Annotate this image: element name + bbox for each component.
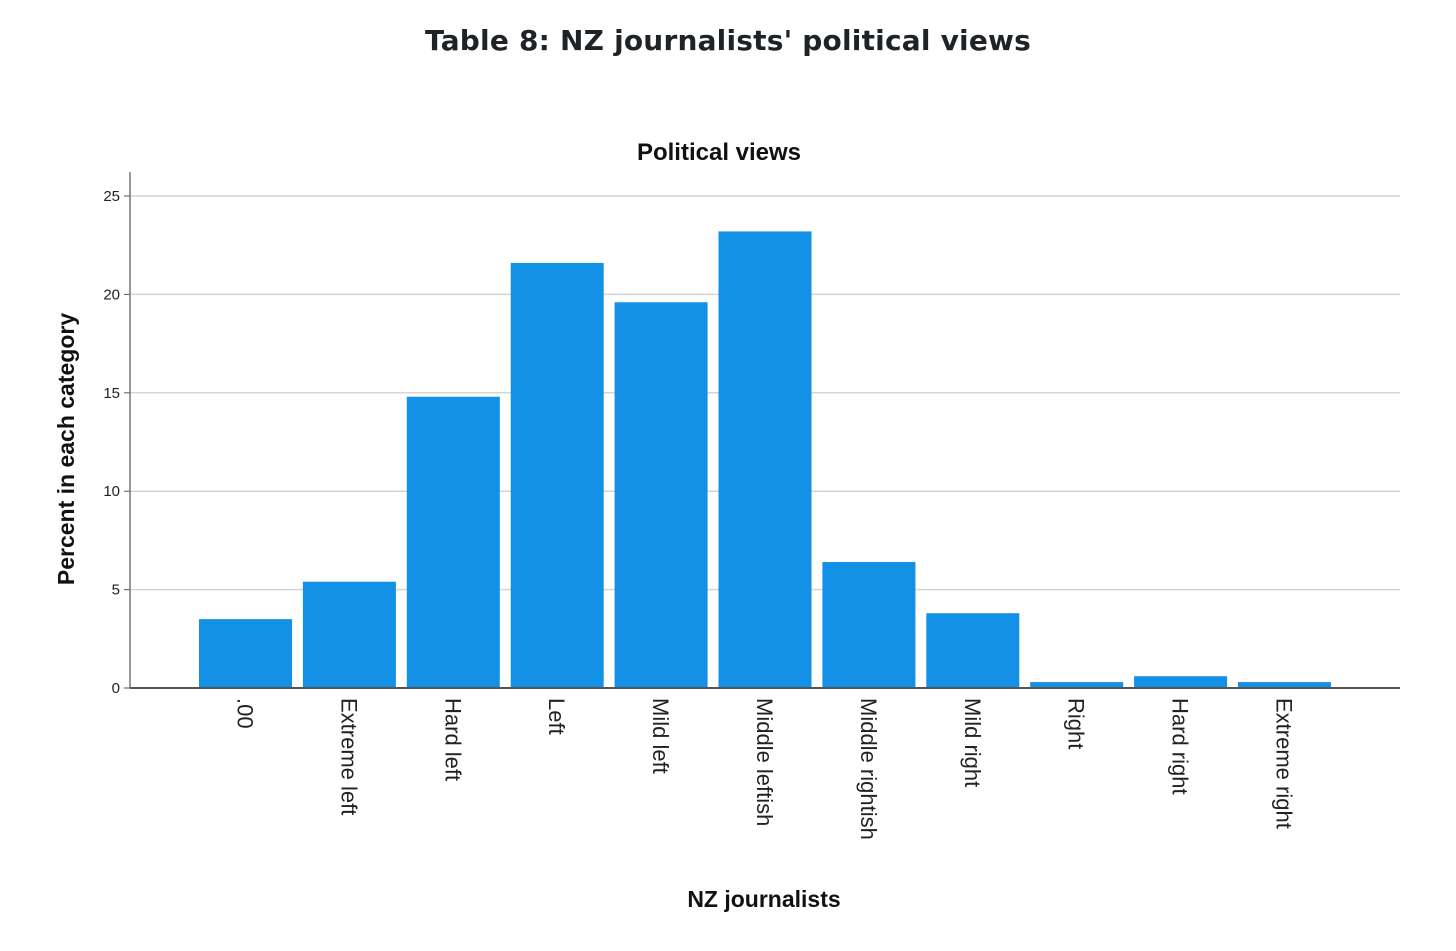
x-tick-label: Extreme right bbox=[1272, 698, 1297, 829]
x-tick-label: Hard right bbox=[1168, 698, 1193, 795]
y-tick-label: 10 bbox=[103, 483, 120, 500]
bar bbox=[199, 619, 292, 688]
x-tick-label: Left bbox=[544, 698, 569, 735]
y-tick-label: 25 bbox=[103, 188, 120, 205]
x-tick-label: Middle rightish bbox=[856, 698, 881, 840]
x-tick-label: Mild left bbox=[648, 698, 673, 774]
bar bbox=[1030, 682, 1124, 688]
y-axis-ticks: 0 5 10 15 20 25 bbox=[103, 188, 130, 697]
y-tick-label: 20 bbox=[103, 286, 120, 303]
bar bbox=[1134, 676, 1228, 688]
x-axis-category-labels: .00 Extreme left Hard left Left Mild left Mid… bbox=[233, 698, 1297, 840]
x-tick-label: Hard left bbox=[440, 698, 465, 781]
bar bbox=[406, 396, 500, 688]
x-tick-label: Extreme left bbox=[336, 698, 361, 815]
page-heading: Table 8: NZ journalists' political views bbox=[425, 24, 1031, 57]
bar bbox=[1238, 682, 1331, 688]
x-tick-label: .00 bbox=[233, 698, 258, 729]
bar bbox=[302, 581, 396, 688]
x-tick-label: Mild right bbox=[960, 698, 985, 787]
x-tick-label: Right bbox=[1064, 698, 1089, 749]
bar bbox=[822, 562, 916, 688]
chart-title: Political views bbox=[637, 139, 801, 166]
axes bbox=[129, 172, 1400, 689]
bars bbox=[199, 231, 1331, 688]
y-axis-title: Percent in each category bbox=[53, 313, 79, 585]
bar bbox=[926, 613, 1020, 688]
bar bbox=[718, 231, 812, 688]
y-tick-label: 0 bbox=[112, 680, 120, 697]
bar bbox=[510, 262, 604, 688]
bar bbox=[614, 302, 708, 688]
x-tick-label: Middle leftish bbox=[752, 698, 777, 826]
y-tick-label: 5 bbox=[112, 582, 120, 599]
x-axis-title: NZ journalists bbox=[687, 886, 840, 912]
y-tick-label: 15 bbox=[103, 385, 120, 402]
